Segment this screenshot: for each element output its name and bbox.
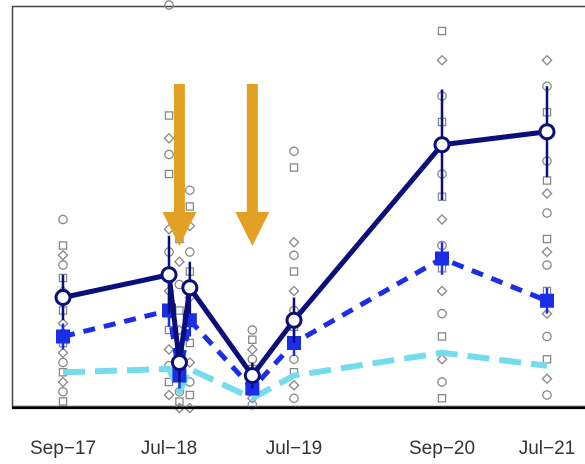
individual-point [437,308,447,319]
series-marker [54,289,72,306]
individual-point [288,379,300,391]
individual-point [164,169,174,179]
individual-point [541,54,553,66]
individual-point [436,353,448,365]
individual-point [163,389,175,401]
individual-point [173,256,185,268]
arrow-annotation-head [162,212,197,246]
individual-point [164,149,174,160]
individual-point [185,390,195,400]
individual-point [248,335,257,344]
x-tick-label: Jul−19 [266,438,323,459]
individual-point [173,402,185,414]
individual-point [57,249,69,261]
series-marker [285,311,303,329]
individual-point [184,402,196,414]
x-tick-label: Sep−17 [30,438,96,459]
x-tick-label: Jul−18 [141,438,198,459]
individual-point [542,234,552,244]
individual-point [542,260,552,270]
individual-point [164,111,174,120]
series-marker [435,251,449,266]
individual-point [163,343,175,356]
arrow-annotation-head [235,212,270,246]
individual-point [542,331,552,342]
series-marker [160,266,178,284]
individual-point [436,285,448,297]
individual-point [247,325,258,335]
individual-point [436,54,448,66]
individual-point [184,247,195,257]
individual-point [57,376,69,388]
individual-point [542,208,552,218]
series-marker [243,367,261,384]
individual-point [289,146,299,157]
series-marker [433,136,451,154]
series-line [62,129,548,378]
individual-point [289,250,299,261]
individual-point [58,357,68,368]
individual-point [436,213,448,226]
individual-point [541,373,553,385]
individual-point [541,187,553,200]
series-line [62,349,548,402]
series-marker [56,329,70,344]
series-marker [538,123,556,141]
individual-point [175,397,184,406]
individual-point [288,285,300,297]
individual-point [437,26,447,36]
individual-point [58,397,68,406]
individual-point [57,347,69,359]
individual-point [164,0,174,10]
individual-point [289,163,299,172]
individual-point [163,132,175,144]
individual-point [58,386,68,397]
individual-point [542,390,552,400]
arrow-annotation-shaft [246,84,258,212]
individual-point [437,393,447,403]
individual-point [541,246,553,258]
individual-point [289,393,299,404]
x-tick-label: Sep−20 [409,438,475,459]
series-marker [181,279,199,297]
series-marker [540,293,554,308]
x-tick-label: Jul−21 [519,438,576,459]
individual-point [288,236,300,248]
series-line [62,256,548,391]
individual-point [185,202,195,211]
individual-point [58,260,68,270]
individual-point [58,241,68,250]
individual-point [185,338,195,348]
individual-point [184,185,195,196]
individual-point [58,214,68,225]
series-marker [170,354,188,371]
individual-point [289,267,299,276]
arrow-annotation-shaft [173,84,185,212]
individual-point [437,332,447,341]
individual-point [541,308,553,320]
individual-point [246,343,258,356]
individual-point [437,377,447,387]
